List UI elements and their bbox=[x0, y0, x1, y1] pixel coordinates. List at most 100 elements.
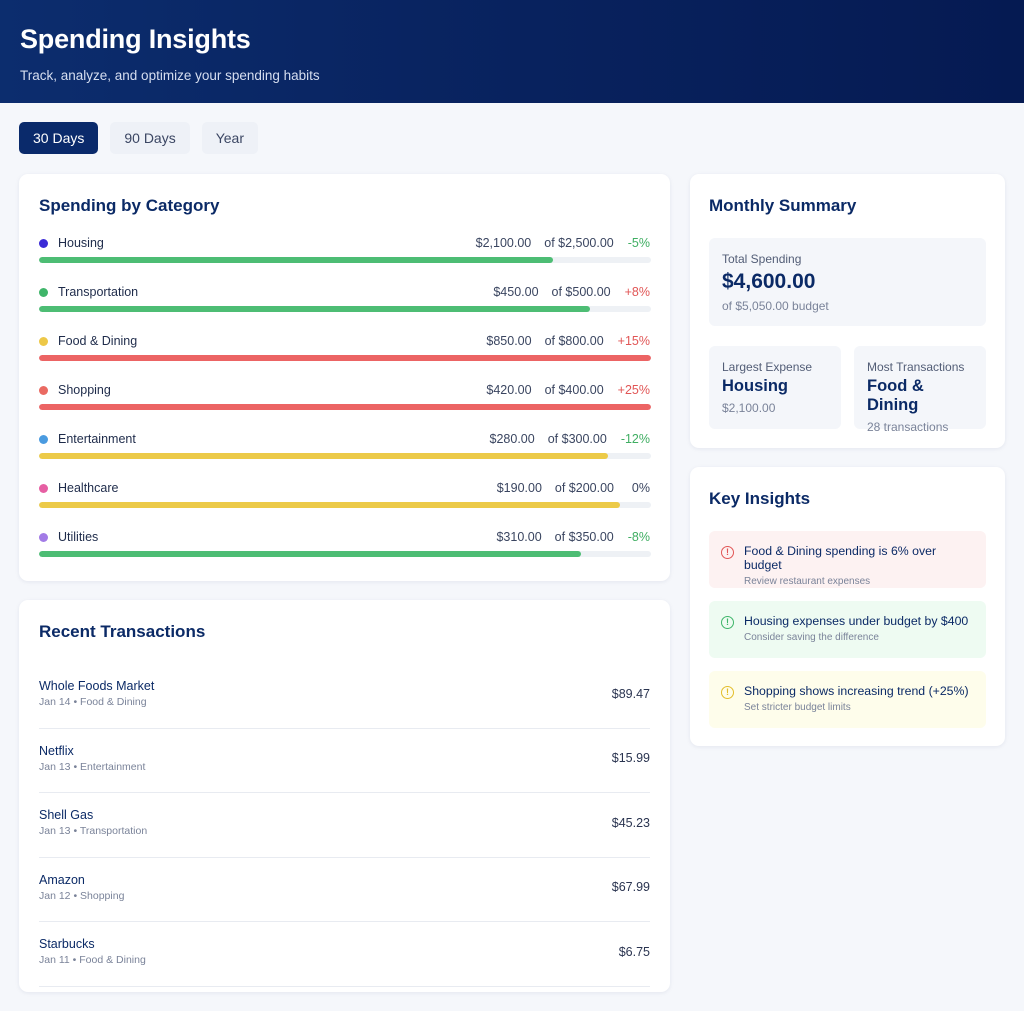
category-amount: $310.00 bbox=[496, 530, 542, 544]
category-change: -5% bbox=[627, 236, 650, 250]
category-progress-bar bbox=[39, 306, 590, 312]
transaction-name: Shell Gas bbox=[39, 808, 94, 823]
category-amount: $280.00 bbox=[489, 432, 535, 446]
tab-year[interactable]: Year bbox=[201, 122, 259, 154]
category-budget: of $500.00 bbox=[551, 285, 611, 299]
category-amount: $450.00 bbox=[493, 285, 539, 299]
category-row: Shopping $420.00 of $400.00 +25% bbox=[39, 380, 651, 429]
transaction-meta: Jan 11 • Food & Dining bbox=[39, 954, 146, 967]
category-amount: $190.00 bbox=[496, 481, 542, 495]
largest-expense-value: Housing bbox=[722, 377, 788, 395]
category-progress-track bbox=[39, 306, 651, 312]
transaction-name: Amazon bbox=[39, 872, 85, 887]
category-dot bbox=[39, 434, 48, 444]
category-amount: $2,100.00 bbox=[475, 236, 532, 250]
category-name: Shopping bbox=[58, 383, 111, 397]
most-transactions-count: 28 transactions bbox=[867, 420, 949, 434]
insight-title: Shopping shows increasing trend (+25%) bbox=[744, 684, 969, 698]
insight-list: ! Food & Dining spending is 6% over budge… bbox=[709, 531, 986, 728]
largest-expense-box: Largest Expense Housing $2,100.00 bbox=[709, 346, 841, 429]
page-header: Spending Insights Track, analyze, and op… bbox=[0, 0, 1024, 103]
total-spending-box: Total Spending $4,600.00 of $5,050.00 bu… bbox=[709, 238, 986, 326]
transaction-meta: Jan 12 • Shopping bbox=[39, 889, 125, 902]
insight-title: Food & Dining spending is 6% over budget bbox=[744, 544, 937, 572]
category-progress-track bbox=[39, 404, 651, 410]
card-title: Recent Transactions bbox=[39, 622, 206, 641]
insight-item: ! Food & Dining spending is 6% over budge… bbox=[709, 531, 986, 588]
category-progress-bar bbox=[39, 502, 621, 508]
period-tabs: 30 Days 90 Days Year bbox=[19, 122, 259, 154]
category-amount: $850.00 bbox=[486, 334, 532, 348]
most-transactions-value: Food & Dining bbox=[867, 377, 924, 414]
largest-expense-amount: $2,100.00 bbox=[722, 401, 776, 415]
insight-subtitle: Set stricter budget limits bbox=[744, 702, 851, 713]
category-progress-bar bbox=[39, 355, 651, 361]
category-progress-track bbox=[39, 355, 651, 361]
transaction-row[interactable]: Starbucks Jan 11 • Food & Dining $6.75 bbox=[39, 922, 650, 987]
category-budget: of $2,500.00 bbox=[544, 236, 614, 250]
category-row: Transportation $450.00 of $500.00 +8% bbox=[39, 282, 651, 331]
total-budget: of $5,050.00 budget bbox=[722, 299, 829, 313]
warning-circle-icon: ! bbox=[721, 686, 734, 699]
key-insights-card: Key Insights ! Food & Dining spending is … bbox=[690, 467, 1005, 746]
transaction-name: Netflix bbox=[39, 743, 74, 758]
category-budget: of $800.00 bbox=[544, 334, 604, 348]
transaction-amount: $67.99 bbox=[611, 880, 650, 895]
insight-item: ! Shopping shows increasing trend (+25%) S… bbox=[709, 671, 986, 728]
card-title: Key Insights bbox=[709, 489, 811, 508]
transaction-row[interactable]: Whole Foods Market Jan 14 • Food & Dining… bbox=[39, 664, 650, 729]
category-dot bbox=[39, 532, 48, 542]
category-progress-bar bbox=[39, 551, 582, 557]
category-row: Housing $2,100.00 of $2,500.00 -5% bbox=[39, 233, 651, 282]
tab-90-days[interactable]: 90 Days bbox=[110, 122, 190, 154]
tab-30-days[interactable]: 30 Days bbox=[19, 122, 99, 154]
category-budget: of $300.00 bbox=[547, 432, 607, 446]
category-amount: $420.00 bbox=[486, 383, 532, 397]
transaction-amount: $45.23 bbox=[611, 815, 650, 830]
insight-item: ! Housing expenses under budget by $400 Co… bbox=[709, 601, 986, 658]
category-change: +25% bbox=[617, 383, 650, 397]
largest-expense-label: Largest Expense bbox=[722, 360, 813, 374]
transaction-amount: $15.99 bbox=[611, 751, 650, 766]
card-title: Spending by Category bbox=[39, 196, 220, 215]
insight-subtitle: Consider saving the difference bbox=[744, 632, 879, 643]
total-spending-value: $4,600.00 bbox=[722, 270, 816, 293]
most-transactions-label: Most Transactions bbox=[867, 360, 965, 374]
category-budget: of $400.00 bbox=[544, 383, 604, 397]
category-name: Entertainment bbox=[58, 432, 136, 446]
category-name: Food & Dining bbox=[58, 334, 138, 348]
category-progress-track bbox=[39, 502, 651, 508]
transaction-name: Starbucks bbox=[39, 937, 95, 952]
transaction-name: Whole Foods Market bbox=[39, 679, 155, 694]
category-row: Utilities $310.00 of $350.00 -8% bbox=[39, 527, 651, 576]
category-row: Food & Dining $850.00 of $800.00 +15% bbox=[39, 331, 651, 380]
card-title: Monthly Summary bbox=[709, 196, 857, 215]
category-change: -12% bbox=[620, 432, 650, 446]
transaction-meta: Jan 14 • Food & Dining bbox=[39, 696, 147, 709]
most-transactions-box: Most Transactions Food & Dining 28 trans… bbox=[854, 346, 986, 434]
transaction-row[interactable]: Amazon Jan 12 • Shopping $67.99 bbox=[39, 858, 650, 922]
transaction-meta: Jan 13 • Transportation bbox=[39, 825, 148, 838]
category-dot bbox=[39, 483, 48, 493]
category-change: -8% bbox=[627, 530, 650, 544]
category-row: Entertainment $280.00 of $300.00 -12% bbox=[39, 429, 651, 478]
page-title: Spending Insights bbox=[20, 24, 251, 54]
category-progress-track bbox=[39, 453, 651, 459]
info-circle-icon: ! bbox=[721, 616, 734, 629]
category-dot bbox=[39, 238, 48, 248]
transaction-row[interactable]: Netflix Jan 13 • Entertainment $15.99 bbox=[39, 729, 650, 793]
category-row: Healthcare $190.00 of $200.00 0% bbox=[39, 478, 651, 527]
category-change: +8% bbox=[624, 285, 650, 299]
spending-by-category-card: Spending by Category Housing $2,100.00 of … bbox=[19, 174, 670, 581]
insight-title: Housing expenses under budget by $400 bbox=[744, 614, 969, 628]
category-budget: of $350.00 bbox=[554, 530, 614, 544]
category-change: 0% bbox=[631, 481, 650, 495]
category-name: Healthcare bbox=[58, 481, 119, 495]
recent-transactions-card: Recent Transactions Whole Foods Market Ja… bbox=[19, 600, 670, 992]
transaction-row[interactable]: Shell Gas Jan 13 • Transportation $45.23 bbox=[39, 793, 650, 858]
monthly-summary-card: Monthly Summary Total Spending $4,600.00… bbox=[690, 174, 1005, 448]
category-change: +15% bbox=[617, 334, 650, 348]
category-name: Transportation bbox=[58, 285, 139, 299]
transaction-meta: Jan 13 • Entertainment bbox=[39, 760, 146, 773]
category-budget: of $200.00 bbox=[554, 481, 614, 495]
